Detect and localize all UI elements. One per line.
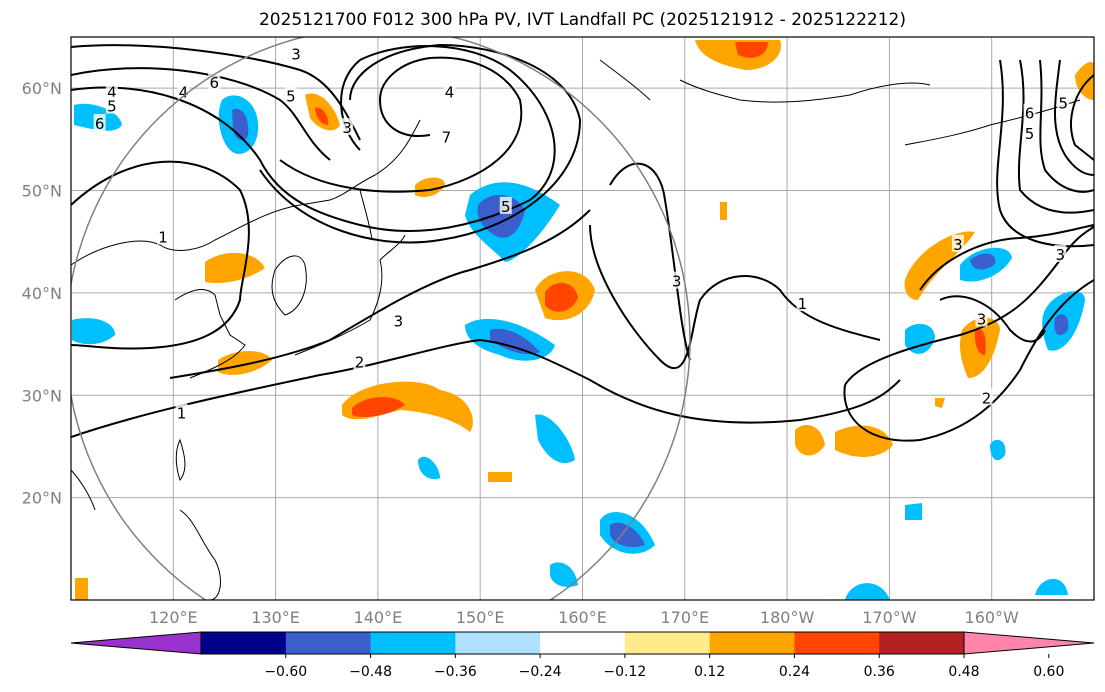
colorbar-segment: [794, 632, 880, 654]
colorbar-tick-label: 0.48: [948, 664, 979, 680]
colorbar-tick-label: −0.36: [434, 664, 477, 680]
contour-label: 4: [179, 83, 189, 101]
lon-tick-label: 180°W: [760, 608, 815, 627]
colorbar-extend-low: [70, 631, 202, 655]
contour-label: 2: [355, 353, 365, 371]
colorbar-tick-label: −0.24: [519, 664, 562, 680]
lon-tick-label: 130°E: [251, 608, 300, 627]
contour-label: 3: [1055, 246, 1065, 264]
contour-label: 2: [982, 389, 992, 407]
lon-tick-label: 120°E: [149, 608, 198, 627]
contour-label: 5: [286, 87, 296, 105]
lat-tick-label: 60°N: [22, 79, 62, 98]
contour-label-bg: [392, 311, 405, 329]
contour-label-bg: [175, 403, 188, 421]
colorbar-outline: [200, 631, 965, 655]
axis-tick-labels: 120°E 130°E 140°E 150°E 160°E 170°E 180°W 170°W…: [22, 79, 1019, 627]
colorbar-segment: [879, 632, 965, 654]
colorbar-tick-label: 0.12: [694, 664, 725, 680]
contour-label: 4: [445, 83, 455, 101]
contour-label: 4: [107, 83, 117, 101]
lon-tick-label: 170°E: [660, 608, 709, 627]
lon-tick-label: 150°E: [456, 608, 505, 627]
contour-label-bg: [1054, 245, 1067, 263]
contour-label-bg: [499, 196, 512, 214]
contour-label: 1: [798, 295, 808, 313]
lon-tick-label: 170°W: [862, 608, 917, 627]
contour-label: 1: [158, 229, 168, 247]
contour-label: 6: [209, 74, 219, 92]
contour-label: 5: [1025, 125, 1035, 143]
colorbar-tick-label: 0.24: [779, 664, 810, 680]
contour-label-bg: [975, 309, 988, 327]
contour-label: 3: [953, 236, 963, 254]
contour-label-bg: [105, 82, 118, 100]
lat-tick-label: 50°N: [22, 182, 62, 201]
contour-label-bg: [443, 82, 456, 100]
contour-label: 6: [95, 115, 105, 133]
pv-shading: [72, 40, 1094, 600]
contour-label: 7: [442, 128, 452, 146]
colorbar-segment: [201, 632, 287, 654]
contour-label: 3: [672, 273, 682, 291]
contour-label-bg: [93, 113, 106, 131]
contour-label-bg: [670, 271, 683, 289]
contour-label-bg: [1023, 124, 1036, 142]
contour-label-bg: [1057, 93, 1070, 111]
contour-label-bg: [980, 388, 993, 406]
contour-label: 3: [342, 119, 352, 137]
contour-label-bg: [951, 234, 964, 252]
colorbar-extend-high: [963, 631, 1095, 655]
colorbar-tick-label: −0.48: [349, 664, 392, 680]
pv-contours: [71, 43, 1094, 442]
lat-tick-label: 40°N: [22, 284, 62, 303]
contour-label-bg: [796, 294, 809, 312]
contour-label: 5: [501, 198, 511, 216]
colorbar-segment: [624, 632, 711, 654]
figure-title: 2025121700 F012 300 hPa PV, IVT Landfall…: [258, 10, 906, 30]
lat-tick-label: 20°N: [22, 489, 62, 508]
contour-label-bg: [440, 127, 453, 145]
contour-label: 5: [1059, 95, 1069, 113]
colorbar-tick-label: −0.12: [603, 664, 646, 680]
lon-tick-label: 140°E: [354, 608, 403, 627]
lat-tick-label: 30°N: [22, 386, 62, 405]
lon-tick-label: 160°E: [558, 608, 607, 627]
colorbar-tick-label: −0.60: [264, 664, 307, 680]
colorbar-segment: [709, 632, 795, 654]
contour-label-bg: [284, 86, 297, 104]
contour-label: 5: [107, 98, 117, 116]
contour-label-bg: [1023, 103, 1036, 121]
contour-label: 6: [1025, 105, 1035, 123]
contour-label-bg: [157, 227, 170, 245]
contour-label-bg: [341, 118, 354, 136]
colorbar-segment: [285, 632, 372, 654]
colorbar-segment: [370, 632, 456, 654]
landfall-radius-circle: [71, 37, 691, 600]
colorbar-segment: [455, 632, 541, 654]
contour-label: 3: [977, 311, 987, 329]
colorbar-tick-label: 0.60: [1033, 664, 1064, 680]
map-frame: [70, 36, 1095, 601]
contour-label: 1: [177, 405, 187, 423]
contour-label-bg: [105, 96, 118, 114]
colorbar-segment: [540, 632, 626, 654]
contour-label-bg: [177, 82, 190, 100]
contour-label: 3: [394, 313, 404, 331]
contour-label-bg: [208, 73, 221, 91]
contour-label: 3: [291, 45, 301, 63]
lon-tick-label: 160°W: [965, 608, 1020, 627]
contour-label-bg: [290, 44, 303, 62]
contour-label-bg: [353, 352, 366, 370]
colorbar-tick-label: 0.36: [864, 664, 895, 680]
colorbar: −0.60 −0.48 −0.36 −0.24 −0.12 0.12 0.24 0.36 0.4…: [70, 631, 1095, 680]
